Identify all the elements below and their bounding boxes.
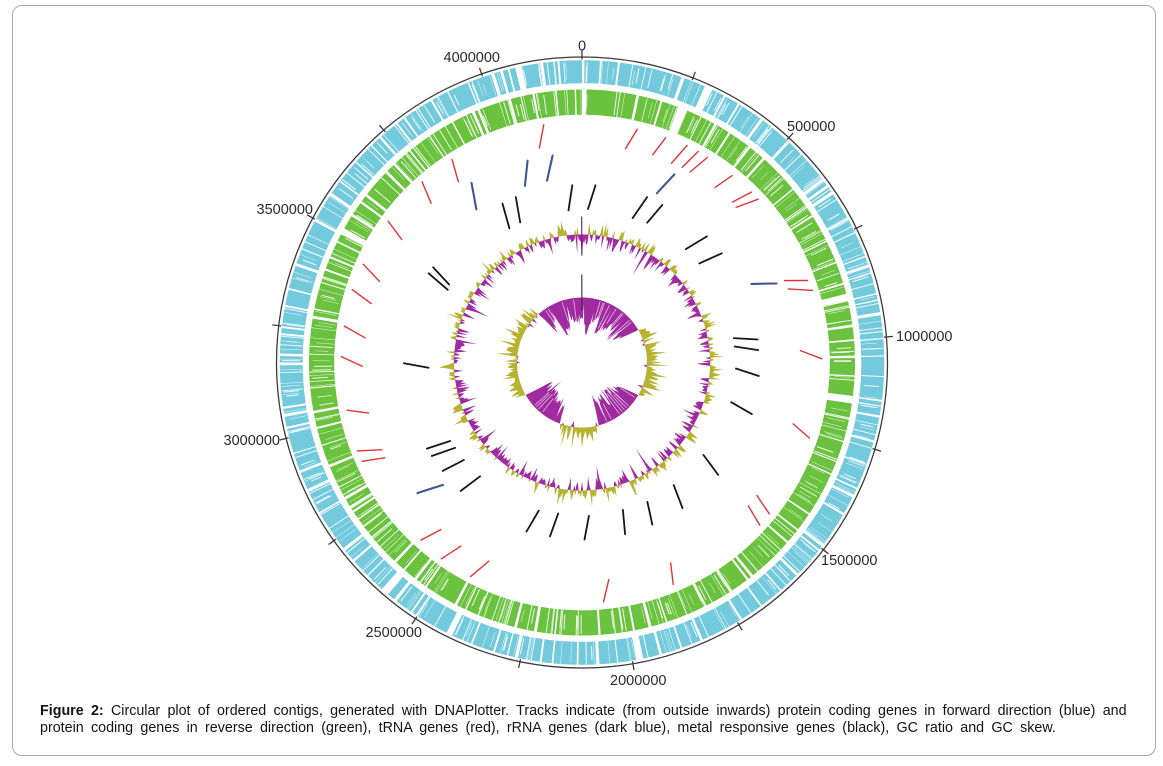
- svg-text:1500000: 1500000: [821, 553, 877, 569]
- svg-text:500000: 500000: [787, 119, 835, 135]
- svg-text:4000000: 4000000: [444, 50, 500, 66]
- svg-text:2000000: 2000000: [610, 673, 666, 689]
- svg-text:2500000: 2500000: [366, 625, 422, 641]
- svg-text:0: 0: [578, 39, 586, 55]
- svg-text:1000000: 1000000: [896, 329, 952, 345]
- svg-text:3000000: 3000000: [224, 433, 280, 449]
- svg-text:3500000: 3500000: [257, 202, 313, 218]
